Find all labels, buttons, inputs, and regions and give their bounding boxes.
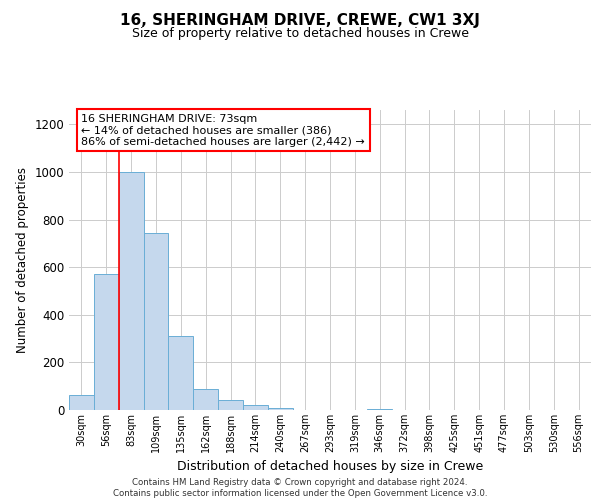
- Bar: [193, 388, 218, 410]
- Bar: [69, 394, 94, 410]
- Bar: [143, 232, 169, 410]
- Bar: [243, 405, 268, 410]
- X-axis label: Distribution of detached houses by size in Crewe: Distribution of detached houses by size …: [177, 460, 483, 473]
- Text: 16, SHERINGHAM DRIVE, CREWE, CW1 3XJ: 16, SHERINGHAM DRIVE, CREWE, CW1 3XJ: [120, 12, 480, 28]
- Bar: [218, 400, 243, 410]
- Bar: [367, 409, 392, 410]
- Bar: [169, 336, 193, 410]
- Bar: [268, 408, 293, 410]
- Text: 16 SHERINGHAM DRIVE: 73sqm
← 14% of detached houses are smaller (386)
86% of sem: 16 SHERINGHAM DRIVE: 73sqm ← 14% of deta…: [82, 114, 365, 147]
- Bar: [119, 172, 143, 410]
- Text: Size of property relative to detached houses in Crewe: Size of property relative to detached ho…: [131, 28, 469, 40]
- Text: Contains HM Land Registry data © Crown copyright and database right 2024.
Contai: Contains HM Land Registry data © Crown c…: [113, 478, 487, 498]
- Bar: [94, 274, 119, 410]
- Y-axis label: Number of detached properties: Number of detached properties: [16, 167, 29, 353]
